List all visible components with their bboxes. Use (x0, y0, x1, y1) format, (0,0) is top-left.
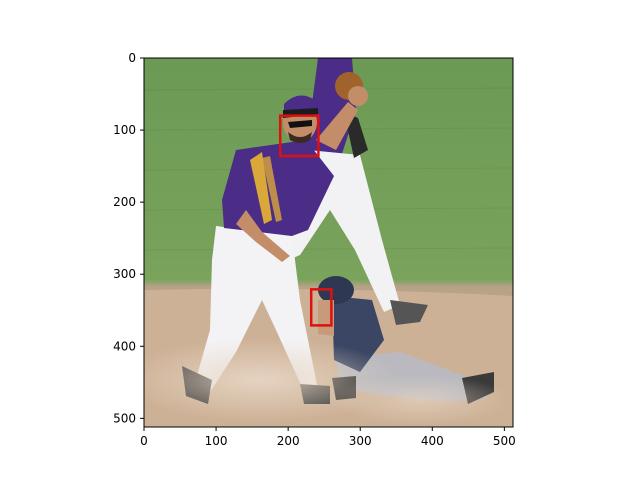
axes-frame (143, 57, 514, 428)
x-axis: 0 100 200 300 400 500 (140, 427, 516, 448)
x-tick-label: 500 (493, 434, 516, 448)
face-bounding-box (309, 288, 333, 327)
detection-boxes (278, 114, 333, 327)
x-tick-label: 0 (140, 434, 148, 448)
x-tick-label: 100 (205, 434, 228, 448)
y-axis: 0 100 200 300 400 500 (113, 51, 144, 425)
x-tick-label: 400 (421, 434, 444, 448)
baseball-photo (144, 58, 513, 427)
y-tick-label: 400 (113, 339, 136, 353)
y-tick-label: 300 (113, 267, 136, 281)
y-tick-label: 500 (113, 411, 136, 425)
y-tick-label: 0 (128, 51, 136, 65)
y-tick-label: 100 (113, 123, 136, 137)
x-tick-label: 300 (349, 434, 372, 448)
y-tick-label: 200 (113, 195, 136, 209)
x-tick-label: 200 (277, 434, 300, 448)
face-bounding-box (278, 114, 320, 158)
